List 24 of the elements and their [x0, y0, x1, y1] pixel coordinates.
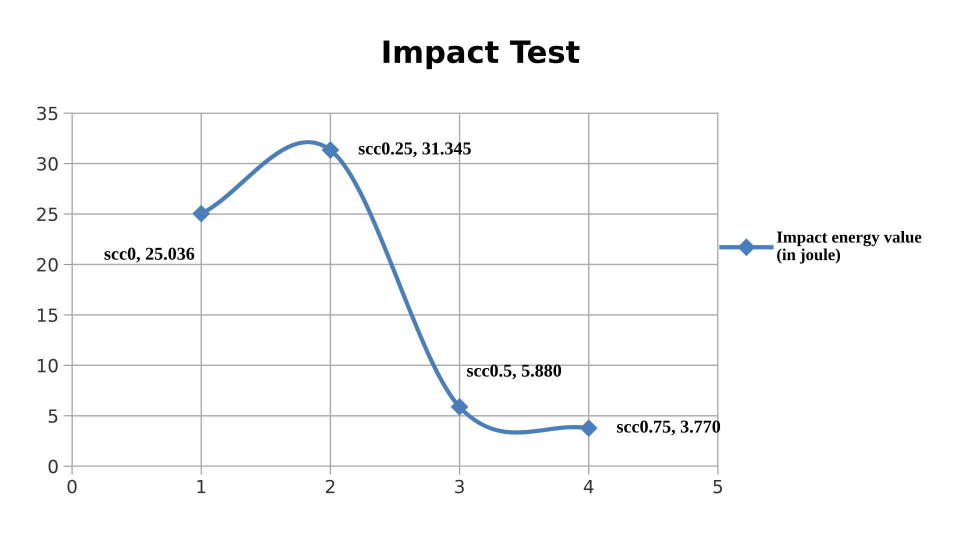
- x-tick-label: 4: [584, 480, 594, 494]
- y-tick-label: 5: [48, 409, 58, 423]
- y-tick-label: 10: [38, 358, 58, 372]
- data-label: scc0.25, 31.345: [358, 142, 471, 158]
- y-tick-label: 30: [37, 157, 58, 171]
- legend-label: Impact energy value (in joule): [776, 230, 922, 264]
- x-tick-label: 5: [714, 480, 722, 494]
- data-label: scc0.75, 3.770: [617, 420, 720, 436]
- x-tick-label: 0: [68, 480, 77, 494]
- x-tick-label: 1: [197, 480, 206, 494]
- data-label: scc0.5, 5.880: [467, 364, 562, 380]
- point: [192, 205, 210, 222]
- y-tick-label: 25: [37, 207, 58, 222]
- point: [322, 141, 339, 159]
- y-tick-label: 35: [37, 106, 58, 120]
- x-tick-label: 3: [455, 480, 464, 494]
- y-tick-label: 15: [38, 308, 58, 322]
- chart-title: Impact Test: [384, 40, 580, 70]
- y-tick-label: 0: [48, 460, 58, 474]
- y-tick-label: 20: [37, 258, 58, 272]
- point: [580, 420, 598, 437]
- x-tick-label: 2: [326, 480, 334, 494]
- data-label: scc0, 25.036: [104, 248, 194, 262]
- point: [451, 398, 468, 416]
